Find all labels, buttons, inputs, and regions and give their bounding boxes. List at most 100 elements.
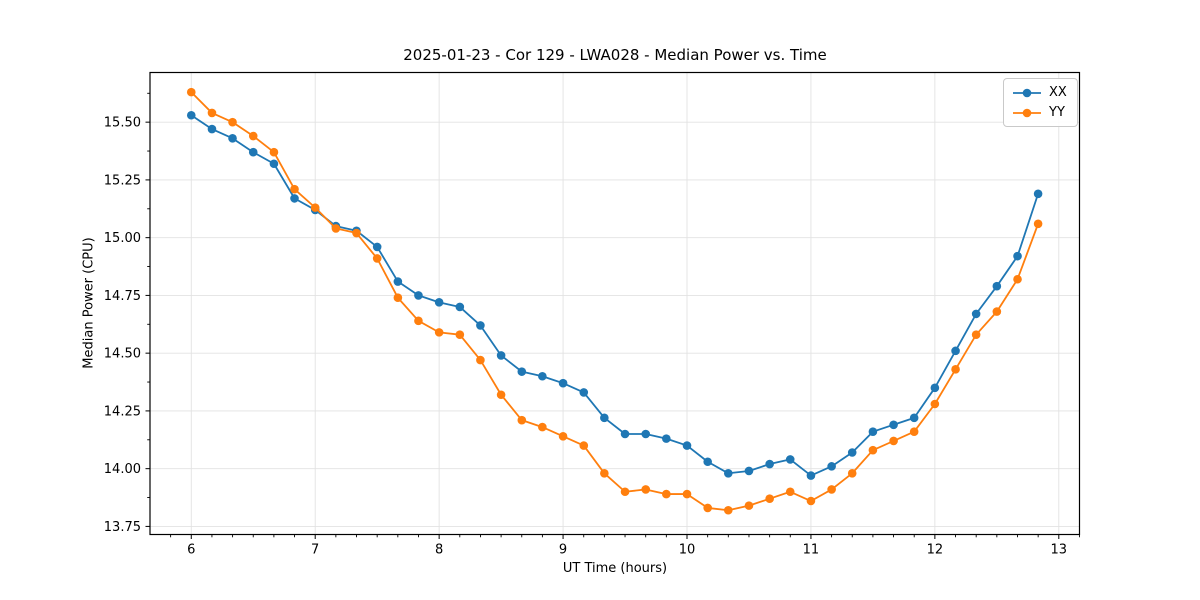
data-point-yy [662,489,671,499]
series-line-yy [190,91,1040,512]
data-point-xx [186,110,196,120]
y-tick-label: 14.75 [104,289,141,304]
data-point-yy [765,494,774,504]
data-point-yy [228,117,237,127]
data-point-yy [600,468,609,478]
data-point-yy [971,330,981,339]
data-point-yy [207,108,217,118]
data-point-xx [620,429,630,439]
y-tick-label: 13.75 [104,520,141,535]
data-point-yy [1013,274,1022,284]
data-point-xx [269,159,279,169]
chart-title: 2025-01-23 - Cor 129 - LWA028 - Median P… [403,46,827,64]
y-axis-label: Median Power (CPU) [81,237,97,369]
data-point-yy [785,487,795,497]
data-point-xx [248,147,258,157]
data-point-yy [476,355,485,365]
data-point-xx [806,471,816,480]
data-point-yy [682,489,692,499]
data-point-yy [558,432,568,441]
data-point-xx [538,371,547,381]
data-point-yy [269,147,279,157]
data-point-yy [806,496,816,506]
data-point-yy [930,399,940,409]
data-point-xx [207,124,217,134]
x-tick-label: 9 [559,543,567,558]
data-point-yy [290,184,299,194]
data-point-xx [558,378,568,388]
data-point-xx [744,466,754,476]
data-point-xx [909,413,919,423]
data-point-xx [1033,189,1043,199]
data-point-yy [186,87,196,97]
data-point-xx [827,462,836,471]
data-point-yy [703,503,712,513]
data-point-xx [290,194,299,203]
data-point-yy [352,228,361,238]
data-point-xx [579,388,589,397]
data-point-xx [765,459,774,469]
x-tick-label: 6 [187,543,195,558]
data-point-xx [847,448,857,457]
axes-spines [149,71,1081,536]
y-tick-label: 15.25 [104,173,141,188]
data-point-yy [868,445,878,455]
x-tick-label: 13 [1051,543,1068,558]
data-point-yy [248,131,258,141]
data-point-yy [579,441,589,450]
legend-label: YY [1049,105,1065,120]
data-point-yy [414,316,423,326]
data-point-yy [723,505,733,515]
data-point-xx [785,455,795,464]
x-tick-label: 10 [679,543,696,558]
data-point-xx [1013,251,1022,261]
data-point-xx [434,298,444,307]
y-tick-label: 15.00 [104,231,141,246]
data-point-yy [951,365,960,374]
x-tick-label: 12 [927,543,944,558]
data-point-xx [372,242,382,252]
data-point-yy [538,422,547,432]
data-point-xx [641,429,651,439]
data-point-xx [971,309,981,319]
y-tick-label: 14.00 [104,462,141,477]
legend-label: XX [1049,85,1067,100]
data-point-xx [455,302,465,312]
data-point-xx [723,468,733,478]
data-point-yy [847,468,857,478]
data-point-xx [228,134,237,143]
legend-item-xx: XX [1012,84,1067,101]
data-point-yy [992,307,1002,316]
data-point-xx [600,413,609,423]
data-point-xx [496,351,506,360]
x-tick-label: 11 [803,543,820,558]
x-tick-label: 8 [435,543,443,558]
y-tick-label: 15.50 [104,116,141,131]
data-point-xx [930,383,940,393]
data-point-xx [414,291,423,300]
data-point-yy [310,203,320,212]
data-point-yy [909,427,919,437]
legend: XX YY [1003,78,1078,127]
data-point-yy [517,415,527,425]
data-point-xx [703,457,712,467]
data-point-yy [1033,219,1043,229]
data-point-yy [455,330,465,339]
legend-swatch-line-marker [1013,88,1041,97]
data-point-yy [827,485,836,494]
data-point-xx [393,277,403,286]
y-tick-label: 14.50 [104,347,141,362]
data-point-yy [372,254,382,263]
data-point-yy [641,485,651,494]
data-point-xx [682,441,692,450]
data-point-yy [496,390,506,400]
data-point-xx [889,420,898,430]
data-point-xx [992,281,1002,291]
legend-item-yy: YY [1012,104,1067,121]
x-tick-label: 7 [311,543,319,558]
data-point-yy [331,224,341,233]
data-point-xx [517,367,527,376]
data-point-xx [951,346,960,356]
